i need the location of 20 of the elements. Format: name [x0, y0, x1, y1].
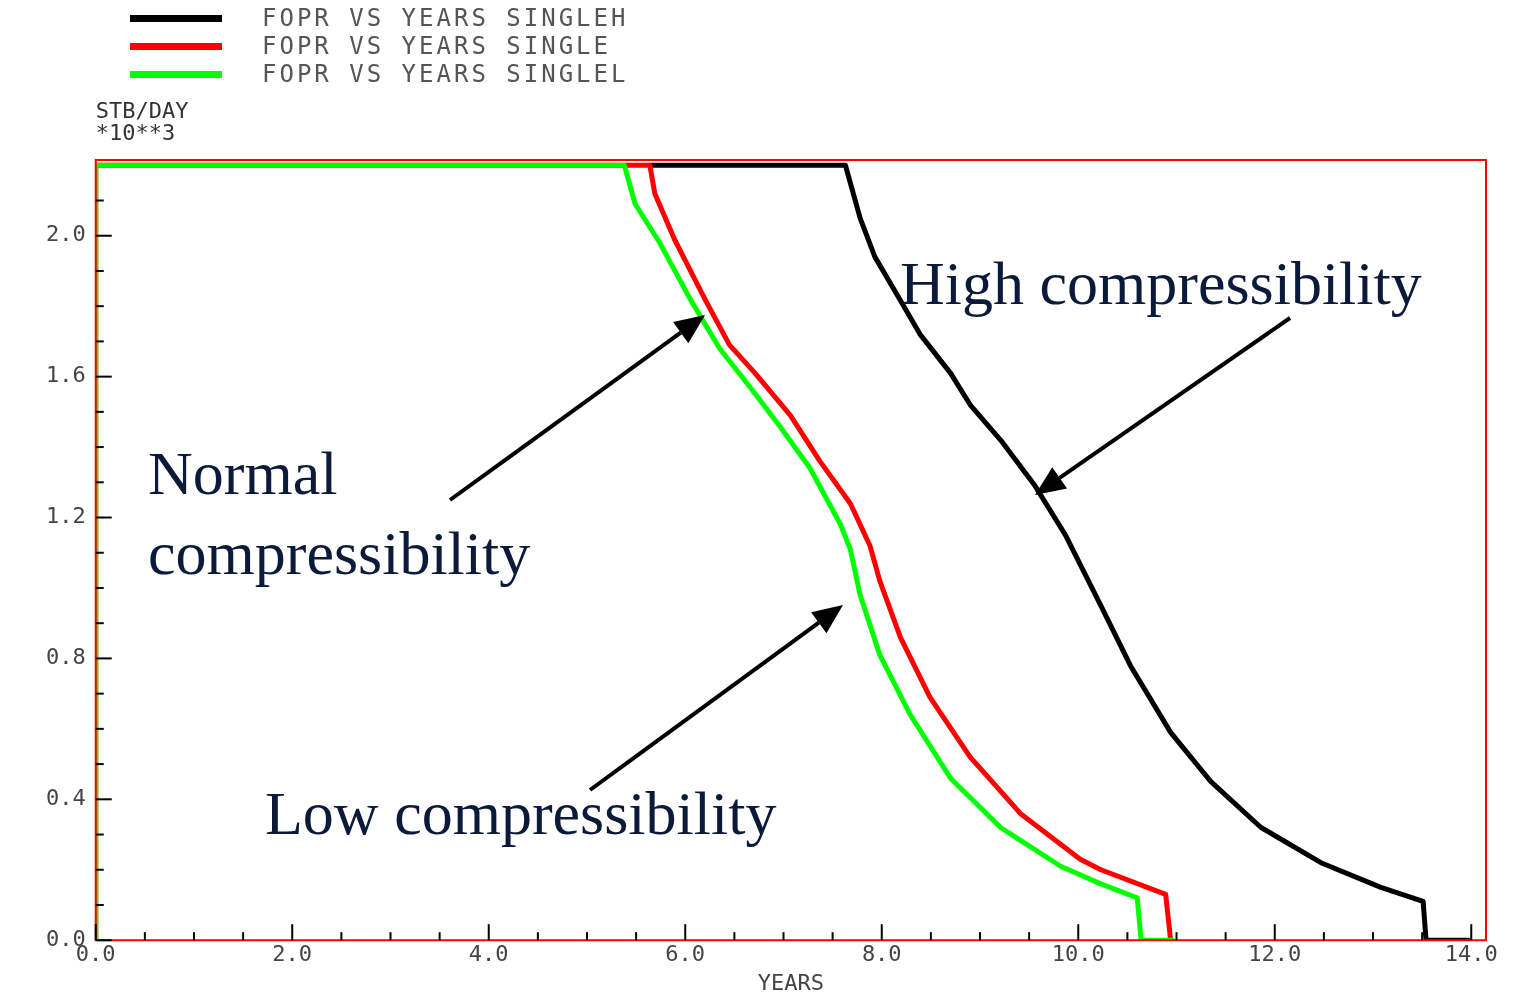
y-tick-label: 0.4 — [45, 785, 86, 811]
x-tick-label: 10.0 — [1051, 941, 1105, 967]
y-axis-title: STB/DAY *10**3 — [95, 98, 189, 145]
legend-label: FOPR VS YEARS SINGLEH — [262, 4, 629, 32]
x-tick-label: 4.0 — [468, 941, 509, 967]
x-tick-label: 14.0 — [1444, 941, 1498, 967]
y-tick-label: 0.8 — [45, 644, 86, 670]
x-tick-label: 6.0 — [665, 941, 706, 967]
annotation: High compressibility — [900, 248, 1423, 319]
y-tick-label: 1.6 — [45, 362, 86, 388]
y-tick-label: 1.2 — [45, 503, 86, 529]
annotation: Low compressibility — [265, 778, 778, 849]
annotation: Normal compressibility — [148, 438, 532, 589]
legend-label: FOPR VS YEARS SINGLE — [262, 32, 611, 60]
x-tick-label: 8.0 — [861, 941, 902, 967]
legend-label: FOPR VS YEARS SINGLEL — [262, 60, 629, 88]
x-tick-label: 12.0 — [1248, 941, 1302, 967]
x-axis-title: YEARS — [757, 969, 824, 995]
x-tick-label: 2.0 — [272, 941, 313, 967]
y-tick-label: 2.0 — [45, 221, 86, 247]
